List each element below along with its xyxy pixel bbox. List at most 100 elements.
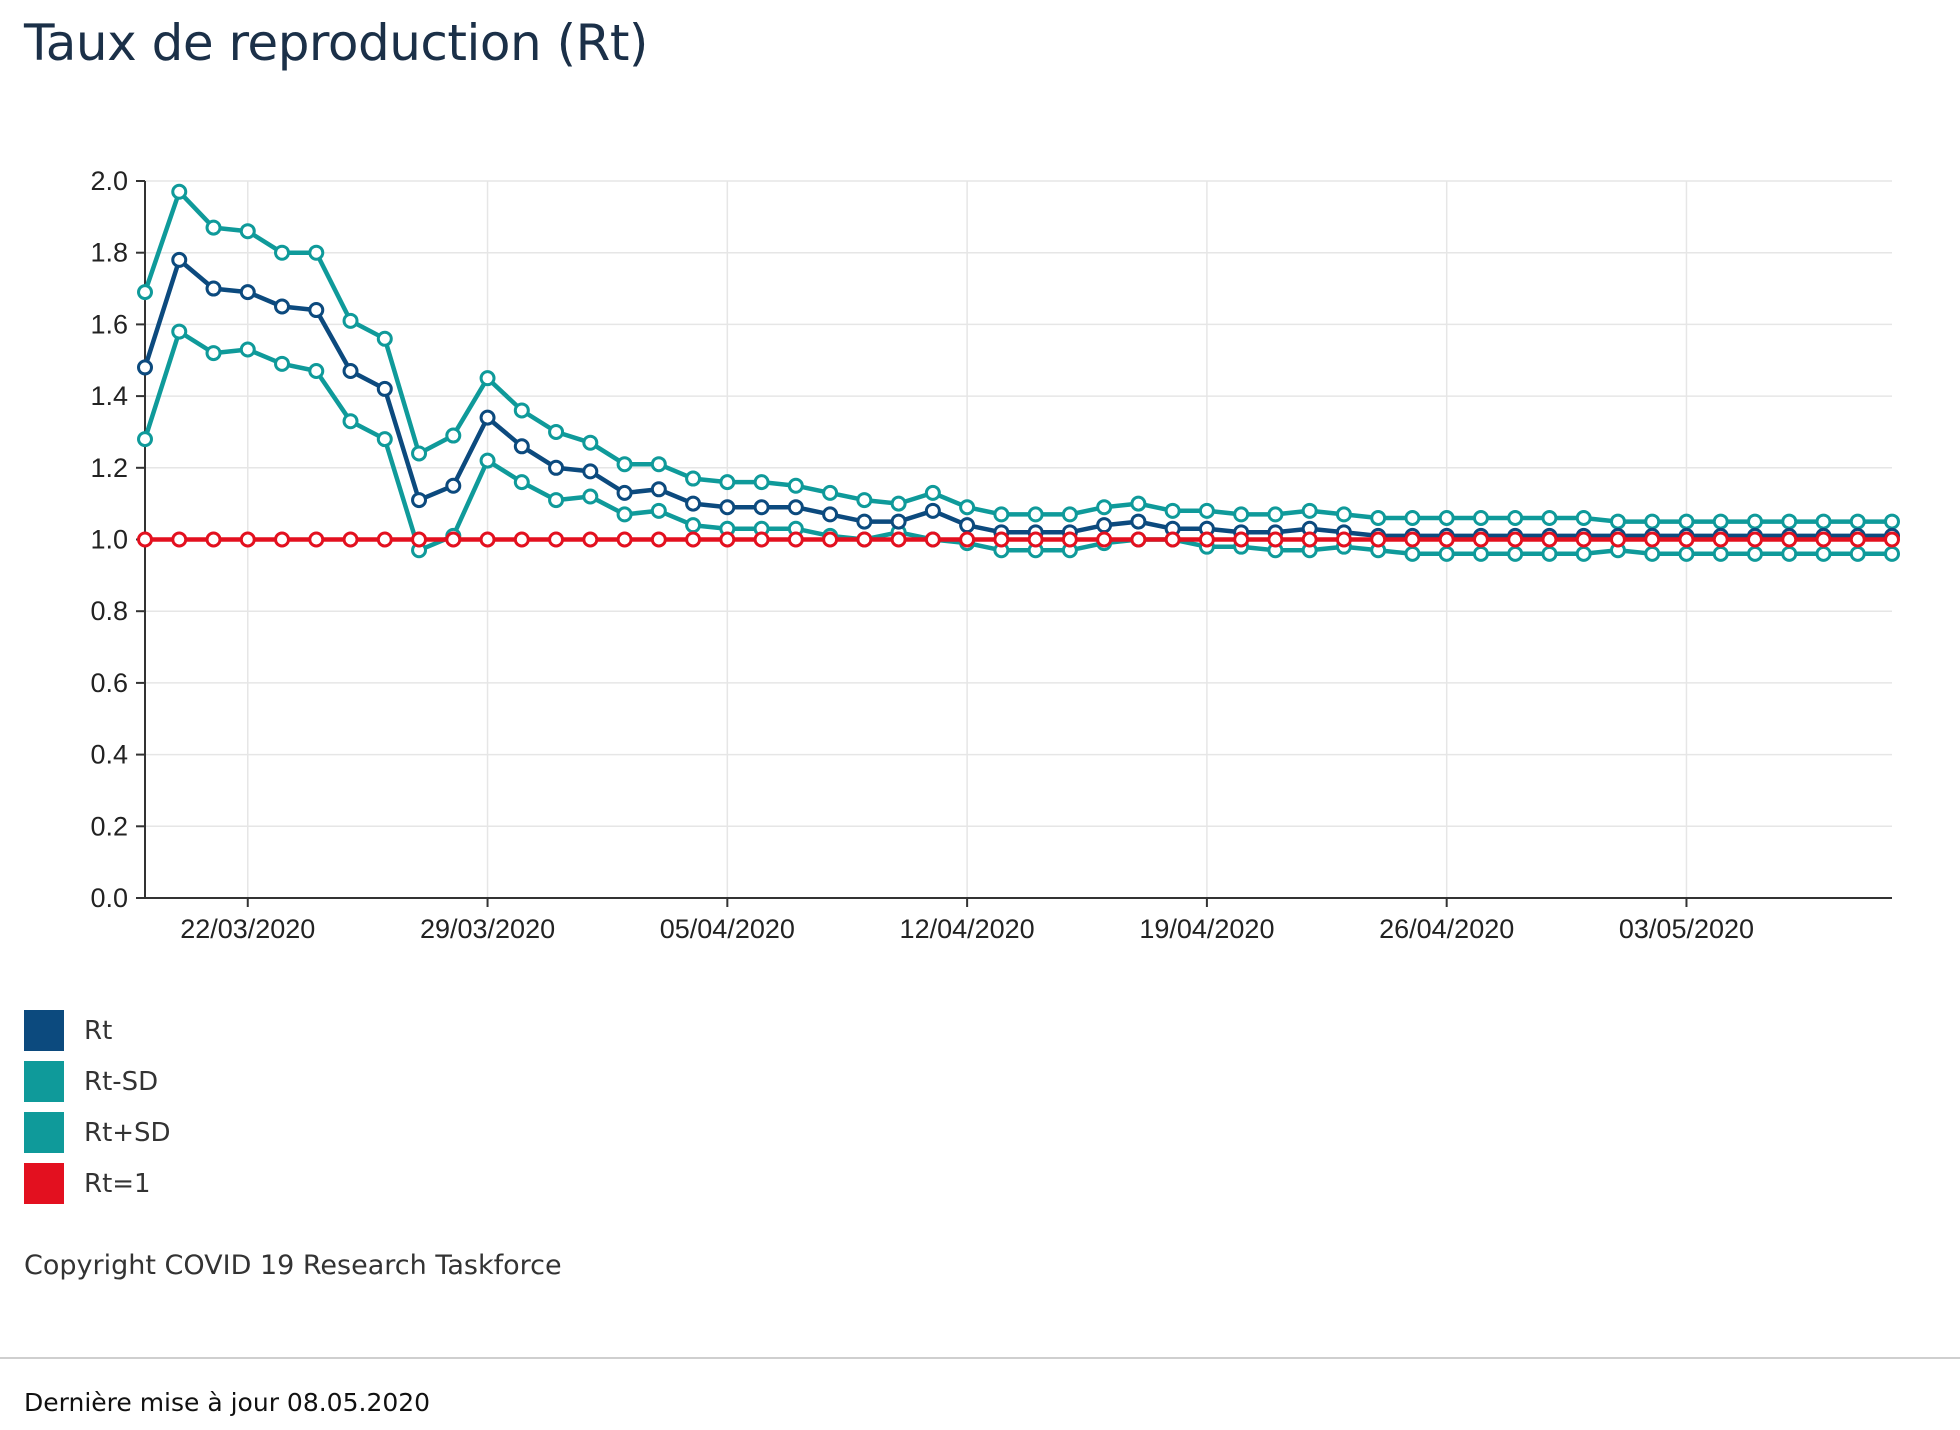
data-point[interactable]	[1884, 545, 1900, 562]
data-point[interactable]	[171, 323, 188, 340]
data-point[interactable]	[513, 402, 530, 419]
data-point[interactable]	[1027, 531, 1044, 548]
data-point[interactable]	[1609, 513, 1626, 530]
data-point[interactable]	[1233, 506, 1250, 523]
data-point[interactable]	[342, 363, 359, 380]
data-point[interactable]	[171, 183, 188, 200]
data-point[interactable]	[274, 355, 291, 372]
data-point[interactable]	[171, 251, 188, 268]
data-point[interactable]	[616, 531, 633, 548]
data-point[interactable]	[1164, 531, 1181, 548]
data-point[interactable]	[1096, 499, 1113, 516]
data-point[interactable]	[1233, 531, 1250, 548]
data-point[interactable]	[993, 531, 1010, 548]
data-point[interactable]	[616, 484, 633, 501]
data-point[interactable]	[376, 431, 393, 448]
data-point[interactable]	[376, 330, 393, 347]
data-point[interactable]	[376, 531, 393, 548]
data-point[interactable]	[959, 517, 976, 534]
data-point[interactable]	[822, 531, 839, 548]
data-point[interactable]	[342, 531, 359, 548]
data-point[interactable]	[1096, 531, 1113, 548]
data-point[interactable]	[1575, 531, 1592, 548]
data-point[interactable]	[582, 488, 599, 505]
legend-item-rt-equals-1[interactable]: Rt=1	[24, 1163, 171, 1204]
data-point[interactable]	[513, 531, 530, 548]
data-point[interactable]	[548, 423, 565, 440]
data-point[interactable]	[890, 513, 907, 530]
data-point[interactable]	[993, 506, 1010, 523]
data-point[interactable]	[685, 495, 702, 512]
data-point[interactable]	[1164, 502, 1181, 519]
data-point[interactable]	[1849, 545, 1866, 562]
data-point[interactable]	[205, 280, 222, 297]
data-point[interactable]	[548, 531, 565, 548]
data-point[interactable]	[137, 431, 153, 448]
data-point[interactable]	[685, 531, 702, 548]
data-point[interactable]	[1644, 545, 1661, 562]
data-point[interactable]	[1130, 495, 1147, 512]
data-point[interactable]	[1335, 531, 1352, 548]
data-point[interactable]	[513, 474, 530, 491]
data-point[interactable]	[1712, 513, 1729, 530]
data-point[interactable]	[856, 531, 873, 548]
data-point[interactable]	[274, 244, 291, 261]
data-point[interactable]	[1061, 531, 1078, 548]
data-point[interactable]	[479, 531, 496, 548]
data-point[interactable]	[1130, 513, 1147, 530]
data-point[interactable]	[1815, 513, 1832, 530]
data-point[interactable]	[548, 459, 565, 476]
data-point[interactable]	[1746, 545, 1763, 562]
data-point[interactable]	[1061, 506, 1078, 523]
data-point[interactable]	[1781, 513, 1798, 530]
data-point[interactable]	[650, 456, 667, 473]
data-point[interactable]	[1198, 502, 1215, 519]
data-point[interactable]	[787, 531, 804, 548]
data-point[interactable]	[1712, 531, 1729, 548]
data-point[interactable]	[753, 499, 770, 516]
data-point[interactable]	[787, 499, 804, 516]
data-point[interactable]	[548, 492, 565, 509]
data-point[interactable]	[1815, 545, 1832, 562]
data-point[interactable]	[513, 438, 530, 455]
data-point[interactable]	[1781, 545, 1798, 562]
data-point[interactable]	[822, 484, 839, 501]
data-point[interactable]	[1404, 545, 1421, 562]
data-point[interactable]	[1507, 509, 1524, 526]
data-point[interactable]	[308, 363, 325, 380]
data-point[interactable]	[1027, 506, 1044, 523]
data-point[interactable]	[856, 492, 873, 509]
data-point[interactable]	[239, 284, 256, 301]
data-point[interactable]	[1781, 531, 1798, 548]
data-point[interactable]	[1438, 531, 1455, 548]
data-point[interactable]	[171, 531, 188, 548]
data-point[interactable]	[1541, 531, 1558, 548]
data-point[interactable]	[959, 531, 976, 548]
data-point[interactable]	[1096, 517, 1113, 534]
data-point[interactable]	[582, 531, 599, 548]
data-point[interactable]	[274, 298, 291, 315]
data-point[interactable]	[479, 452, 496, 469]
data-point[interactable]	[479, 409, 496, 426]
data-point[interactable]	[650, 481, 667, 498]
data-point[interactable]	[582, 463, 599, 480]
data-point[interactable]	[308, 302, 325, 319]
legend-item-rt[interactable]: Rt	[24, 1010, 171, 1051]
data-point[interactable]	[753, 474, 770, 491]
data-point[interactable]	[1849, 513, 1866, 530]
data-point[interactable]	[924, 502, 941, 519]
data-point[interactable]	[137, 284, 153, 301]
data-point[interactable]	[1507, 531, 1524, 548]
data-point[interactable]	[1472, 509, 1489, 526]
data-point[interactable]	[445, 427, 462, 444]
data-point[interactable]	[616, 456, 633, 473]
data-point[interactable]	[1609, 531, 1626, 548]
data-point[interactable]	[1884, 513, 1900, 530]
data-point[interactable]	[1438, 545, 1455, 562]
data-point[interactable]	[959, 499, 976, 516]
data-point[interactable]	[719, 499, 736, 516]
data-point[interactable]	[582, 434, 599, 451]
data-point[interactable]	[1267, 531, 1284, 548]
data-point[interactable]	[685, 517, 702, 534]
data-point[interactable]	[1472, 545, 1489, 562]
